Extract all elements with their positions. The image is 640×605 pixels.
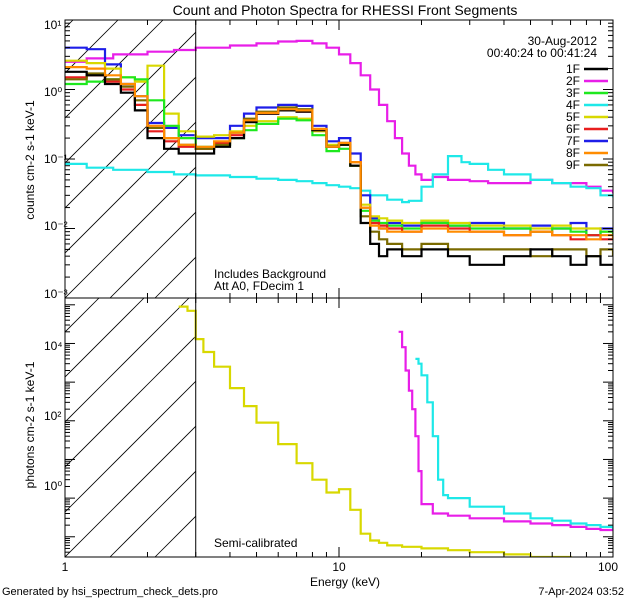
ytick-label: 10⁰ <box>44 479 62 493</box>
hatch-line <box>560 298 640 557</box>
hatch-line <box>380 298 639 557</box>
axis-ticks <box>64 19 614 558</box>
annotation-attenuator: Att A0, FDecim 1 <box>214 279 304 293</box>
hatch-line <box>65 298 190 423</box>
hatch-line <box>65 335 196 468</box>
hatch-line <box>65 298 145 378</box>
hatch-line <box>0 298 9 557</box>
shaded-region-bottom <box>0 298 640 557</box>
legend-label-8F: 8F <box>566 146 580 160</box>
legend-label-2F: 2F <box>566 74 580 88</box>
hatch-line <box>65 121 196 254</box>
hatch-line <box>200 298 459 557</box>
legend-label-9F: 9F <box>566 158 580 172</box>
hatch-line <box>154 256 196 298</box>
ytick-label: 10⁻³ <box>44 287 68 301</box>
date-label: 30-Aug-2012 <box>528 34 598 48</box>
series-line-2F <box>398 330 613 532</box>
y-axis-label-top: counts cm-2 s-1 keV-1 <box>23 100 37 220</box>
series-line-4F <box>65 155 613 204</box>
legend-label-6F: 6F <box>566 122 580 136</box>
hatch-line <box>65 298 100 333</box>
legend-label-3F: 3F <box>566 86 580 100</box>
legend-label-5F: 5F <box>566 110 580 124</box>
hatch-line <box>65 425 196 557</box>
series-line-3F <box>65 76 613 237</box>
legend-label-1F: 1F <box>566 62 580 76</box>
annotation-background: Includes Background <box>214 267 326 281</box>
chart-title: Count and Photon Spectra for RHESSI Fron… <box>173 2 518 18</box>
hatch-line <box>245 298 504 557</box>
count-series <box>65 39 613 266</box>
hatch-line <box>290 298 549 557</box>
footer-timestamp: 7-Apr-2024 03:52 <box>538 586 624 598</box>
xtick-label: 1 <box>62 560 69 574</box>
xtick-label: 10 <box>332 560 346 574</box>
hatch-line <box>200 20 478 298</box>
hatch-line <box>335 298 594 557</box>
ytick-label: 10⁴ <box>44 339 63 353</box>
annotation-semicalibrated: Semi-calibrated <box>214 536 297 550</box>
ytick-label: 10⁻² <box>44 219 68 233</box>
hatch-line <box>65 166 196 298</box>
photon-series <box>178 305 613 557</box>
series-line-common <box>178 305 572 557</box>
hatch-line <box>109 211 196 298</box>
xtick-label: 100 <box>598 560 618 574</box>
ytick-label: 10² <box>44 409 61 423</box>
footer-generated-by: Generated by hsi_spectrum_check_dets.pro <box>2 586 218 598</box>
series-line-2F <box>65 39 613 194</box>
time-range-label: 00:40:24 to 00:41:24 <box>487 46 597 60</box>
hatch-line <box>65 380 196 513</box>
ytick-label: 10⁰ <box>44 85 62 99</box>
hatch-line <box>65 76 196 209</box>
series-line-8F <box>65 66 613 241</box>
ytick-label: 10⁻¹ <box>44 152 68 166</box>
legend-label-4F: 4F <box>566 98 580 112</box>
hatch-line <box>65 20 164 119</box>
series-line-4F <box>415 357 613 529</box>
legend-label-7F: 7F <box>566 134 580 148</box>
hatch-line <box>109 470 196 557</box>
hatch-line <box>154 515 196 557</box>
ytick-label: 10¹ <box>44 18 61 32</box>
x-axis-label: Energy (keV) <box>310 575 380 589</box>
y-axis-label-bottom: photons cm-2 s-1 keV-1 <box>23 361 37 488</box>
